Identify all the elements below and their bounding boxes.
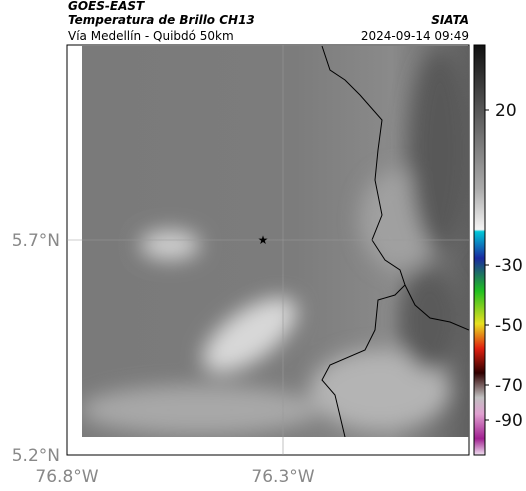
- colorbar-label: -50: [495, 316, 523, 336]
- colorbar-label: -70: [495, 376, 523, 396]
- satellite-image: [82, 46, 469, 437]
- border: [404, 284, 469, 331]
- route: Vía Medellín - Quibdó 50km: [68, 29, 234, 43]
- colorbar-ticks: [485, 109, 489, 421]
- colorbar: [473, 44, 486, 456]
- border: [321, 46, 406, 437]
- lon-label: 76.8°W: [35, 467, 98, 487]
- source: SIATA: [431, 13, 469, 27]
- lat-label: 5.2°N: [12, 446, 60, 466]
- colorbar-label: -90: [495, 411, 523, 431]
- colorbar-label: 20: [495, 101, 517, 121]
- lat-label: 5.7°N: [12, 231, 60, 251]
- product: Temperatura de Brillo CH13: [68, 13, 255, 27]
- colorbar-label: -30: [495, 256, 523, 276]
- datetime: 2024-09-14 09:49: [361, 29, 469, 43]
- location-marker: ★: [258, 233, 269, 247]
- satellite: GOES-EAST: [68, 0, 145, 13]
- lon-label: 76.3°W: [251, 467, 314, 487]
